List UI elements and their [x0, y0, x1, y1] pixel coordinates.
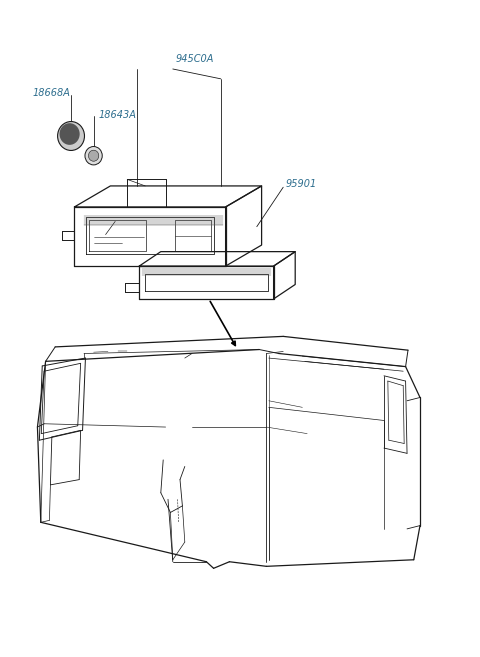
Ellipse shape [88, 150, 99, 161]
Ellipse shape [60, 124, 80, 145]
Text: 945C0A: 945C0A [175, 54, 214, 64]
Text: 18643A: 18643A [98, 110, 136, 120]
Text: 95901: 95901 [286, 179, 317, 189]
Ellipse shape [58, 122, 84, 150]
Text: 18668A: 18668A [33, 88, 71, 99]
Ellipse shape [85, 147, 102, 165]
